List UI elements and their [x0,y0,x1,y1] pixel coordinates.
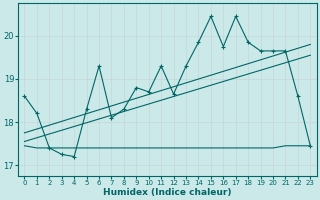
X-axis label: Humidex (Indice chaleur): Humidex (Indice chaleur) [103,188,232,197]
